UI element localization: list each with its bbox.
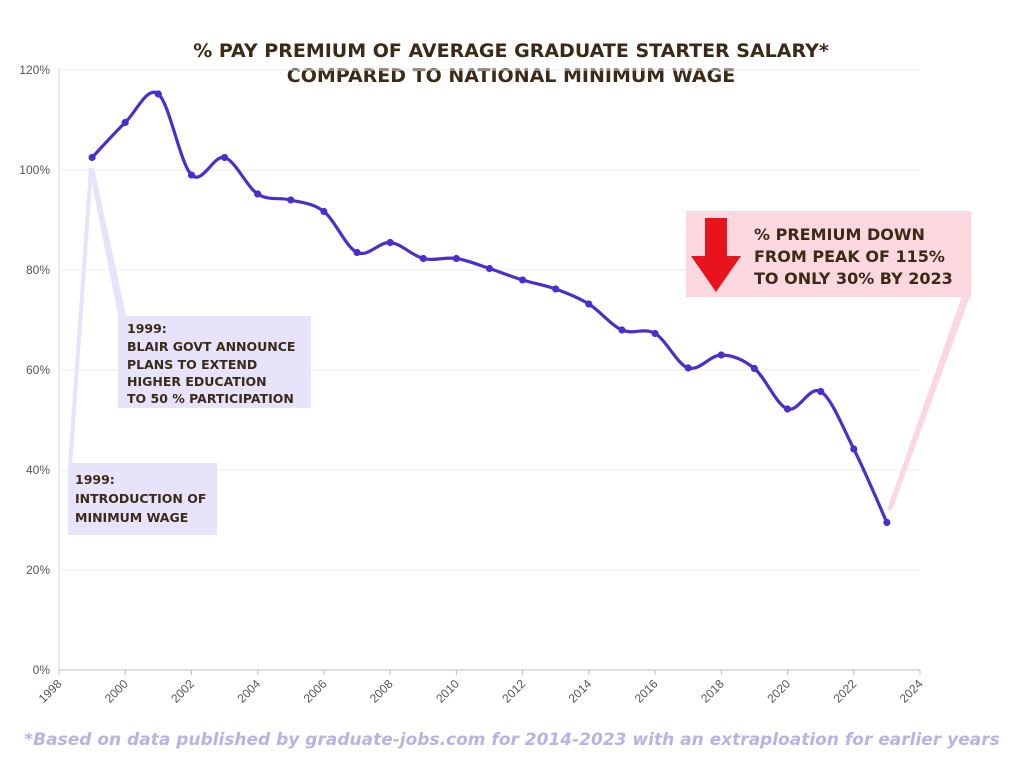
data-point [419, 254, 427, 263]
data-point [850, 445, 858, 453]
y-tick-label: 20% [26, 563, 50, 577]
data-point [618, 326, 626, 334]
series-line [90, 90, 889, 525]
annotation-blair-box [118, 316, 311, 408]
y-tick-label: 40% [26, 463, 50, 477]
y-tick-label: 0% [33, 663, 51, 677]
data-point [585, 300, 593, 308]
footnote: *Based on data published by graduate-job… [24, 730, 999, 750]
data-point [684, 364, 692, 372]
annotation-blair-line: TO 50 % PARTICIPATION [127, 391, 294, 406]
data-point [783, 405, 792, 413]
annotation-minwage-box [68, 463, 217, 535]
data-point [254, 190, 262, 198]
x-tick-label: 2022 [831, 677, 860, 706]
x-tick-label: 2004 [234, 677, 263, 706]
data-point [88, 153, 96, 162]
annotation-blair-line: PLANS TO EXTEND [127, 357, 257, 372]
chart-title-line-1: % PAY PREMIUM OF AVERAGE GRADUATE STARTE… [193, 40, 829, 62]
data-point [552, 285, 560, 293]
data-point [121, 118, 129, 127]
data-point [452, 254, 460, 263]
series-layer [88, 90, 891, 527]
data-point [717, 351, 725, 359]
annotation-minwage: 1999: INTRODUCTION OF MINIMUM WAGE [68, 463, 217, 535]
annotation-premium-box [686, 211, 971, 297]
minwage-leader-line [68, 168, 93, 466]
annotation-blair: 1999: BLAIR GOVT ANNOUNCE PLANS TO EXTEN… [118, 316, 311, 408]
x-tick-label: 1998 [36, 677, 65, 706]
annotation-premium-line: TO ONLY 30% BY 2023 [754, 269, 953, 288]
x-tick-label: 2002 [168, 677, 197, 706]
data-point [883, 518, 891, 527]
y-tick-label: 80% [26, 263, 50, 277]
y-tick-label: 60% [26, 363, 50, 377]
data-point [386, 238, 394, 247]
data-point [287, 196, 295, 204]
x-tick-label: 2010 [433, 677, 462, 706]
y-tick-label: 120% [19, 63, 50, 77]
premium-leader-line [887, 296, 970, 510]
x-tick-label: 2016 [632, 677, 661, 706]
x-tick-label: 2024 [897, 677, 926, 706]
data-point [320, 207, 328, 216]
chart-title-line-2: COMPARED TO NATIONAL MINIMUM WAGE [287, 65, 735, 87]
annotation-blair-line: 1999: [127, 321, 167, 336]
y-tick-label: 100% [19, 163, 50, 177]
x-tick-label: 2012 [499, 677, 528, 706]
data-point [817, 387, 825, 396]
data-point [221, 153, 229, 162]
data-point [154, 90, 162, 98]
data-point [750, 364, 759, 373]
x-tick-label: 2006 [301, 677, 330, 706]
x-tick-label: 2020 [764, 677, 793, 706]
annotation-premium: % PREMIUM DOWN FROM PEAK OF 115% TO ONLY… [686, 211, 971, 297]
data-point [651, 329, 659, 338]
axes [58, 68, 920, 671]
x-tick-label: 2000 [102, 677, 131, 706]
annotation-minwage-line: 1999: [75, 472, 115, 487]
annotation-blair-line: HIGHER EDUCATION [127, 374, 267, 389]
annotation-blair-line: BLAIR GOVT ANNOUNCE [127, 339, 295, 354]
y-tick-labels: 0% 20% 40% 60% 80% 100% 120% [19, 63, 50, 677]
data-point [187, 171, 196, 179]
annotation-premium-line: FROM PEAK OF 115% [754, 247, 945, 266]
data-point [353, 248, 361, 257]
blair-leader-line [89, 168, 127, 320]
x-tick-label: 2018 [698, 677, 727, 706]
x-tick-label: 2008 [367, 677, 396, 706]
annotation-minwage-line: INTRODUCTION OF [75, 491, 206, 506]
data-point [485, 264, 494, 273]
annotation-minwage-line: MINIMUM WAGE [75, 510, 188, 525]
data-point [519, 276, 527, 284]
x-tick-label: 2014 [566, 677, 595, 706]
down-arrow-icon [691, 218, 741, 292]
x-tick-labels: 1998 2000 2002 2004 2006 2008 2010 2012 2014 2016… [36, 670, 926, 706]
annotation-premium-line: % PREMIUM DOWN [754, 225, 925, 244]
